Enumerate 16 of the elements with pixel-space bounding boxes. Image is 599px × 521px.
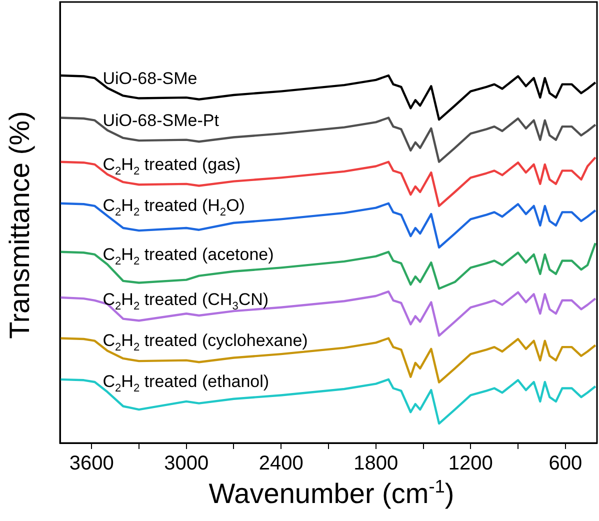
- x-axis-title: Wavenumber (cm$^{-1}$): [208, 476, 456, 510]
- series-label: C$_{2}$H$_{2}$ treated (acetone): [102, 244, 274, 268]
- series-label: C$_{2}$H$_{2}$ treated (CH$_{3}$CN): [102, 290, 269, 313]
- series-label: UiO-68-SMe: [102, 68, 198, 88]
- x-tick-label: 2400: [258, 452, 304, 475]
- y-axis-title: Transmittance (%): [4, 111, 36, 339]
- x-tick-label: 3600: [69, 452, 114, 475]
- x-tick-label: 1800: [354, 452, 398, 475]
- series-label: C$_{2}$H$_{2}$ treated (ethanol): [102, 372, 270, 395]
- series-label: UiO-68-SMe-Pt: [102, 110, 219, 130]
- series-label: C$_{2}$H$_{2}$ treated (cyclohexane): [102, 331, 308, 354]
- x-tick-label: 1200: [448, 452, 493, 475]
- x-tick-label: 600: [548, 452, 582, 475]
- series-label: C$_{2}$H$_{2}$ treated (gas): [102, 154, 241, 178]
- x-tick-label: 3000: [164, 452, 209, 475]
- series-label: C$_{2}$H$_{2}$ treated (H$_{2}$O): [102, 196, 245, 219]
